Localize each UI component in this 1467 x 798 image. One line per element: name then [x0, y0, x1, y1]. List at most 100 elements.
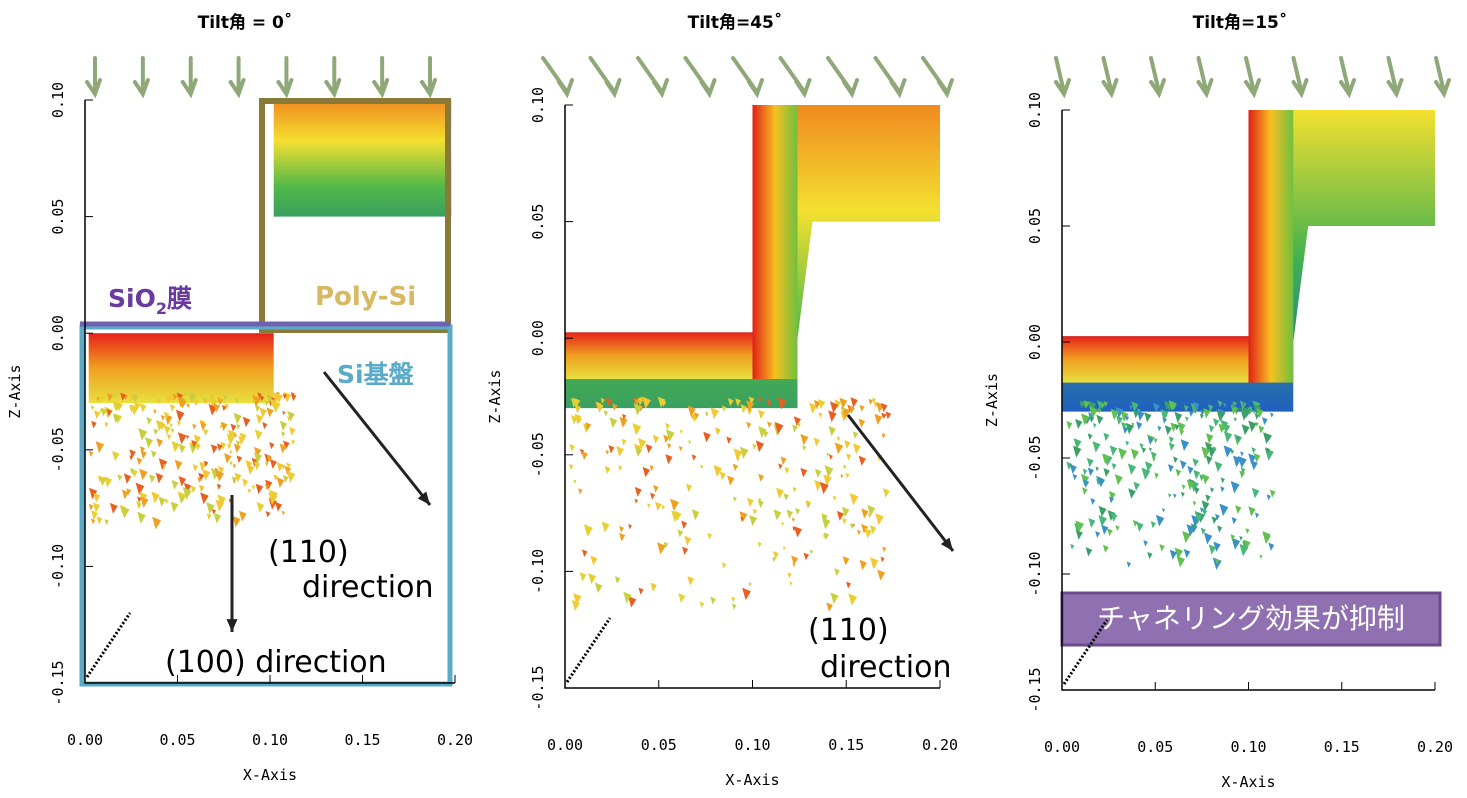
fragment: [802, 445, 807, 451]
fragment: [123, 473, 132, 484]
z-tick-label: -0.10: [49, 544, 67, 589]
fragment: [859, 404, 865, 412]
dose-arrow: [1291, 56, 1309, 99]
fragment: [283, 440, 290, 450]
fragment: [91, 518, 96, 525]
fragment: [275, 392, 283, 404]
x-tick-label: 0.00: [67, 731, 103, 749]
fragment: [870, 557, 879, 569]
fragment: [787, 572, 792, 579]
fragment: [158, 496, 166, 507]
fragment: [234, 472, 242, 483]
fragment: [291, 392, 295, 398]
fragment: [1230, 449, 1235, 455]
fragment: [881, 412, 887, 420]
fragment: [1150, 451, 1157, 460]
fragment: [176, 392, 184, 402]
fragment: [1236, 435, 1241, 442]
fragment: [159, 420, 164, 427]
fragment: [193, 434, 201, 445]
fragment: [1141, 447, 1147, 454]
fragment: [120, 505, 130, 519]
fragment: [220, 421, 228, 432]
fragment: [780, 456, 787, 465]
fragment: [1089, 406, 1098, 419]
fragment: [152, 391, 156, 396]
fragment: [848, 405, 855, 414]
fragment: [1195, 513, 1203, 523]
fragment: [183, 391, 188, 397]
fragment: [1179, 428, 1185, 436]
z-axis-label: Z-Axis: [6, 364, 24, 418]
fragment: [732, 463, 739, 472]
fragment: [691, 509, 700, 520]
fragment: [215, 470, 225, 482]
dose-arrow: [324, 56, 342, 99]
fragment: [211, 508, 216, 515]
fragment: [637, 437, 647, 450]
fragment: [1216, 409, 1226, 422]
fragment: [215, 499, 225, 512]
fragment: [169, 404, 176, 412]
fragment: [740, 404, 747, 414]
fragment: [1182, 530, 1191, 544]
fragment: [1103, 468, 1110, 477]
fragment: [1103, 400, 1108, 408]
axis-scribble: [85, 612, 132, 678]
fragment: [1160, 409, 1169, 421]
fragment: [138, 428, 148, 441]
fragment: [573, 592, 582, 605]
fragment: [139, 491, 148, 503]
fragment: [121, 489, 129, 500]
fragment: [1153, 437, 1158, 444]
fragment: [872, 397, 876, 403]
fragment: [1128, 488, 1136, 499]
fragment: [665, 454, 673, 465]
fragment: [186, 434, 190, 440]
fragment: [253, 446, 262, 458]
fragment: [852, 443, 861, 455]
dose-arrow: [1054, 56, 1071, 99]
fragment: [1183, 404, 1189, 412]
dose-arrow: [85, 56, 102, 99]
fragment: [156, 438, 164, 448]
fragment: [233, 443, 241, 453]
fragment: [1192, 458, 1199, 468]
fragment: [1230, 480, 1240, 494]
fragment: [1080, 473, 1090, 486]
fragment: [218, 396, 223, 401]
fragment: [270, 399, 277, 409]
fragment: [1218, 423, 1226, 434]
fragment: [714, 427, 721, 436]
fragment: [88, 503, 94, 511]
fragment: [1101, 524, 1109, 535]
fragment: [213, 512, 222, 524]
fragment: [1095, 466, 1099, 472]
note-box: [1060, 591, 1442, 647]
fragment: [104, 518, 109, 526]
z-tick-label: -0.05: [1026, 435, 1044, 480]
fragment: [192, 423, 197, 430]
fragment: [739, 511, 748, 523]
fragment: [1136, 421, 1143, 430]
fragment: [752, 508, 758, 515]
fragment: [834, 442, 844, 455]
fragment: [792, 424, 798, 433]
fragment: [1255, 421, 1259, 427]
fragment: [160, 414, 165, 421]
z-tick-label: -0.15: [1026, 667, 1044, 712]
fragment: [721, 562, 727, 569]
fragment: [1245, 528, 1250, 534]
fragment: [93, 410, 101, 419]
fragment: [1231, 537, 1241, 550]
fragment: [1230, 405, 1238, 415]
fragment: [581, 549, 588, 558]
fragment: [573, 479, 577, 484]
fragment: [186, 403, 190, 409]
fragment: [1095, 530, 1101, 538]
fragment: [109, 502, 118, 514]
fragment: [1217, 400, 1223, 408]
dose-arrow: [873, 56, 907, 99]
fragment: [1201, 500, 1210, 512]
fragment: [112, 413, 120, 424]
